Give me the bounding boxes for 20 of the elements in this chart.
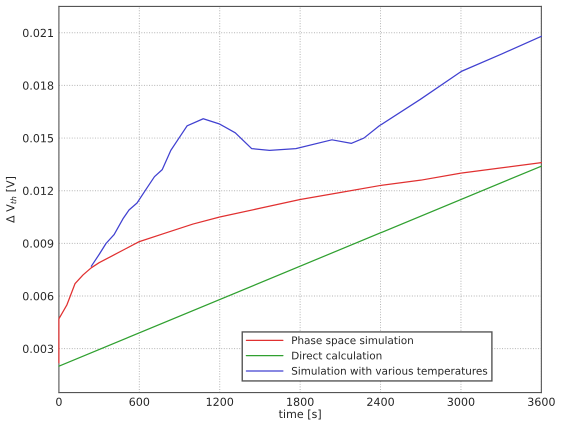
x-tick-label: 0	[56, 398, 62, 406]
legend-label: Phase space simulation	[292, 336, 413, 346]
legend-label: Simulation with various temperatures	[292, 366, 488, 377]
y-tick-label: 0.012	[22, 186, 53, 196]
y-tick-label: 0.006	[22, 292, 54, 300]
line-series	[90, 36, 542, 267]
x-tick-label: 1800	[287, 398, 314, 406]
y-tick-label: 0.018	[22, 81, 54, 90]
x-tick-label: 2400	[367, 398, 394, 406]
y-axis-title: Δ V$_{th}$ [V]	[6, 177, 16, 223]
x-tick-label: 3000	[448, 398, 474, 406]
y-tick-label: 0.021	[22, 28, 54, 38]
x-tick-label: 1200	[206, 398, 234, 406]
y-tick-label: 0.015	[22, 134, 54, 142]
y-tick-label: 0.003	[22, 344, 54, 354]
x-tick-label: 3600	[528, 398, 555, 406]
x-tick-label: 600	[129, 398, 150, 406]
legend-label: Direct calculation	[292, 351, 382, 360]
x-axis-title: time [s]	[278, 410, 321, 420]
y-tick-label: 0.009	[22, 239, 54, 248]
